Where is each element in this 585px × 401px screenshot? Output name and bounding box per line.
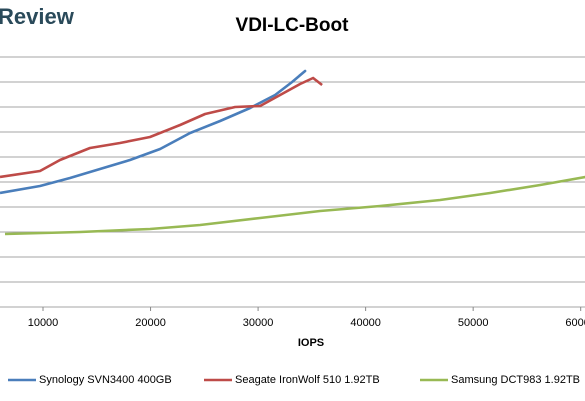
series-line	[0, 76, 323, 179]
legend-label: Samsung DCT983 1.92TB	[451, 374, 580, 386]
x-tick-label: 20000	[135, 317, 166, 329]
chart-title: VDI-LC-Boot	[236, 15, 350, 36]
x-tick-label: 40000	[350, 317, 381, 329]
x-tick-label: 10000	[28, 317, 59, 329]
series-line	[0, 69, 307, 195]
legend-label: Seagate IronWolf 510 1.92TB	[235, 374, 380, 386]
x-tick-label: 50000	[458, 317, 489, 329]
legend-label: Synology SVN3400 400GB	[39, 374, 172, 386]
x-tick-label: 60000	[565, 317, 585, 329]
x-tick-label: 30000	[243, 317, 274, 329]
series-line	[4, 175, 585, 236]
watermark: Review	[0, 4, 75, 29]
x-axis-label: IOPS	[298, 337, 324, 349]
